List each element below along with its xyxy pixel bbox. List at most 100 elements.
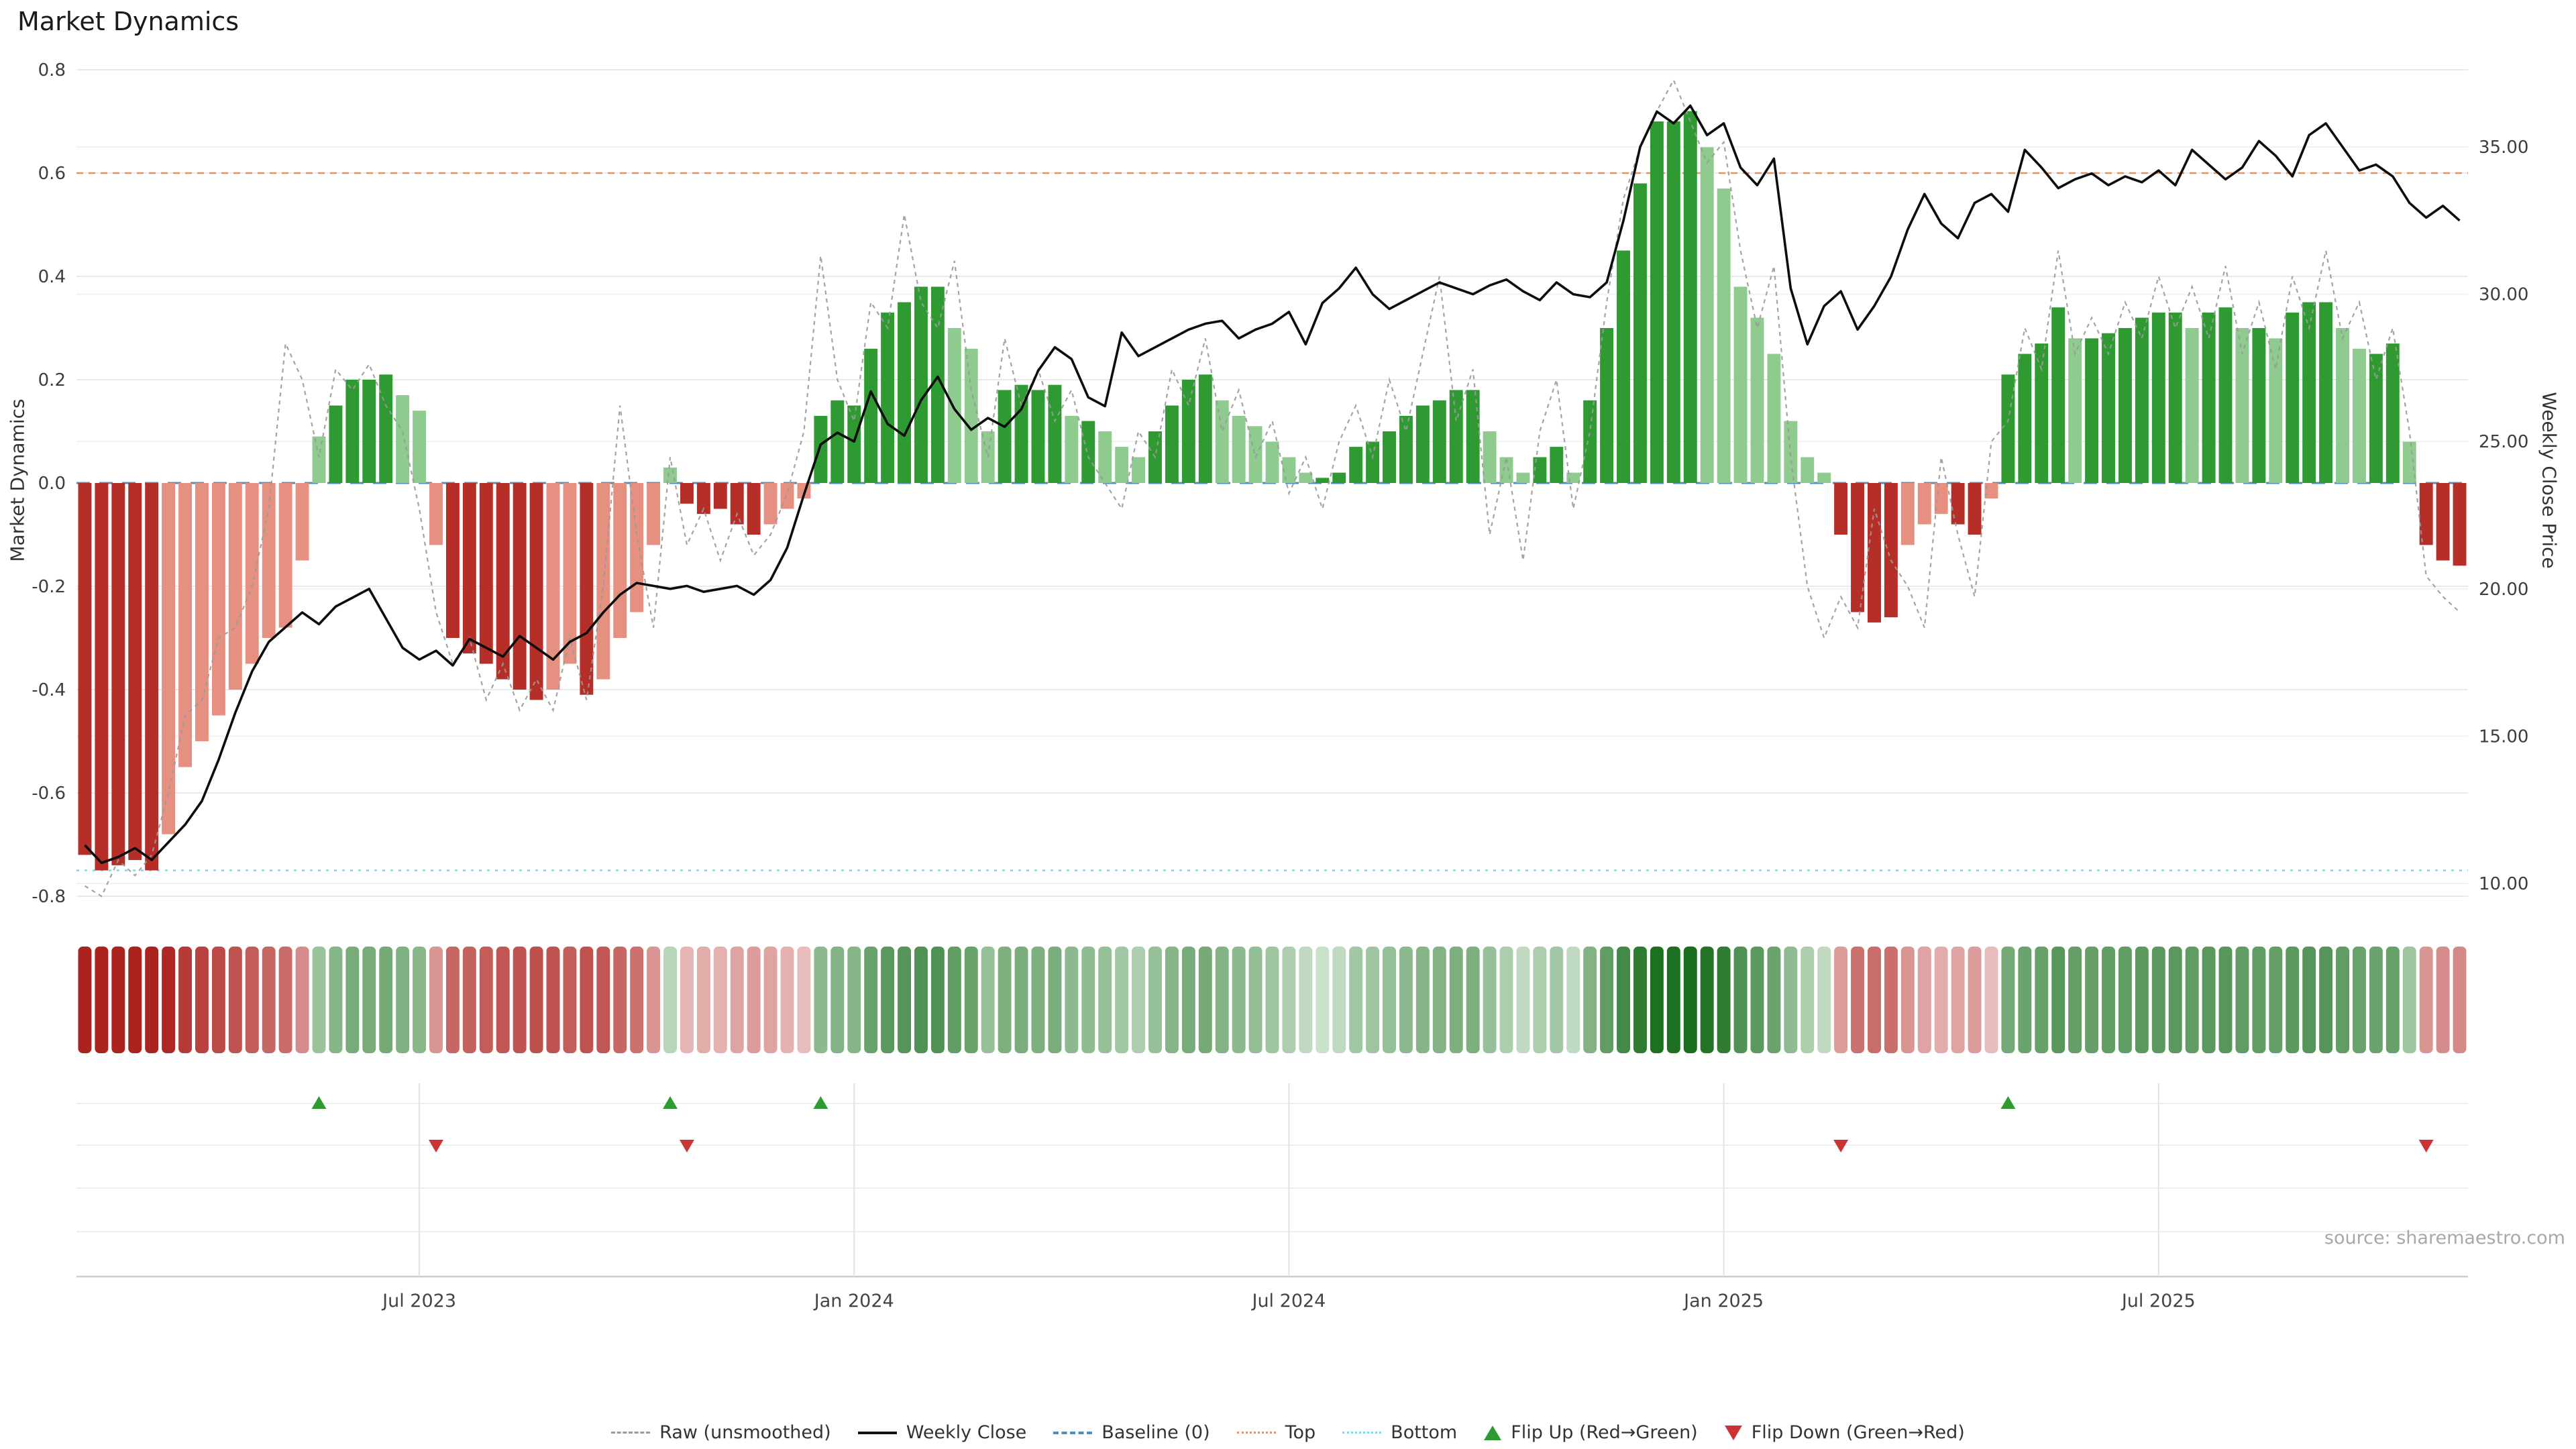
heatmap-cell xyxy=(1065,947,1079,1053)
dynamics-bar xyxy=(563,483,577,664)
dynamics-bar xyxy=(1801,457,1815,483)
heatmap-cell xyxy=(329,947,343,1053)
heatmap-cell xyxy=(914,947,928,1053)
dynamics-bar xyxy=(1550,447,1564,483)
dotted-line-icon xyxy=(1342,1432,1382,1434)
heatmap-cell xyxy=(1717,947,1731,1053)
dynamics-bar xyxy=(881,312,895,483)
dynamics-bar xyxy=(2286,312,2300,483)
heatmap-cell xyxy=(1566,947,1580,1053)
legend-label: Top xyxy=(1285,1422,1316,1443)
dynamics-bar xyxy=(1750,317,1764,483)
dynamics-bar xyxy=(345,380,360,483)
heatmap-cell xyxy=(1984,947,1998,1053)
legend-item-weekly-close: Weekly Close xyxy=(857,1422,1026,1443)
heatmap-cell xyxy=(1900,947,1915,1053)
heatmap-cell xyxy=(1181,947,1195,1053)
heatmap-cell xyxy=(647,947,661,1053)
dynamics-bar xyxy=(1617,250,1631,483)
dynamics-bar xyxy=(630,483,644,612)
legend-label: Baseline (0) xyxy=(1102,1422,1210,1443)
legend-item-top: Top xyxy=(1236,1422,1316,1443)
legend: Raw (unsmoothed) Weekly Close Baseline (… xyxy=(0,1422,2576,1443)
legend-item-bottom: Bottom xyxy=(1342,1422,1457,1443)
heatmap-strip xyxy=(78,947,2467,1053)
heatmap-cell xyxy=(111,947,125,1053)
dynamics-bar xyxy=(1014,384,1028,483)
dynamics-bar xyxy=(1332,472,1346,483)
dynamics-bar xyxy=(2018,354,2032,483)
dynamics-bar xyxy=(178,483,193,767)
heatmap-cell xyxy=(1917,947,1931,1053)
heatmap-cell xyxy=(1148,947,1162,1053)
heatmap-cell xyxy=(2218,947,2233,1053)
dynamics-bar xyxy=(2068,338,2082,483)
heatmap-cell xyxy=(1851,947,1865,1053)
dynamics-bar xyxy=(2319,302,2333,483)
dynamics-bar xyxy=(445,483,460,638)
heatmap-cell xyxy=(930,947,945,1053)
left-axis-tick: -0.4 xyxy=(32,680,66,700)
dynamics-bar xyxy=(1633,183,1647,483)
dynamics-bar xyxy=(680,483,694,504)
heatmap-cell xyxy=(814,947,828,1053)
heatmap-cell xyxy=(95,947,109,1053)
dynamics-bar xyxy=(245,483,259,664)
heatmap-cell xyxy=(2336,947,2349,1053)
dynamics-bar xyxy=(362,380,376,483)
right-axis-title: Weekly Close Price xyxy=(2538,392,2561,569)
x-axis-tick: Jul 2024 xyxy=(1250,1291,1326,1311)
right-axis-tick: 30.00 xyxy=(2479,285,2528,305)
dynamics-bar xyxy=(2118,328,2132,483)
triangle-down-icon xyxy=(1724,1425,1742,1440)
heatmap-cell xyxy=(1248,947,1263,1053)
dynamics-bar xyxy=(914,286,928,483)
dynamics-bar xyxy=(1733,286,1748,483)
dynamics-bar xyxy=(1065,415,1079,483)
heatmap-cell xyxy=(1834,947,1848,1053)
dynamics-bar xyxy=(278,483,292,628)
dynamics-bar xyxy=(1098,431,1112,483)
flip-up-marker xyxy=(2000,1096,2016,1109)
dynamics-bar xyxy=(95,483,109,871)
flip-down-marker xyxy=(1833,1140,1849,1152)
heatmap-cell xyxy=(1316,947,1330,1053)
heatmap-cell xyxy=(529,947,543,1053)
heatmap-cell xyxy=(1767,947,1781,1053)
dynamics-bar xyxy=(1984,483,1998,499)
heatmap-cell xyxy=(864,947,878,1053)
flip-up-marker xyxy=(311,1096,327,1109)
dynamics-bar xyxy=(1299,472,1313,483)
heatmap-cell xyxy=(145,947,159,1053)
dynamics-bar xyxy=(647,483,661,545)
dynamics-bar xyxy=(1717,189,1731,483)
dynamics-bar xyxy=(1834,483,1848,535)
dynamics-bar xyxy=(1483,431,1497,483)
dynamics-bar xyxy=(462,483,476,654)
weekly-close-line xyxy=(84,104,2461,865)
dynamics-bar xyxy=(1165,405,1179,483)
heatmap-cell xyxy=(1165,947,1179,1053)
heatmap-cell xyxy=(1533,947,1547,1053)
heatmap-cell xyxy=(1499,947,1513,1053)
dynamics-bar xyxy=(1316,478,1330,483)
heatmap-cell xyxy=(1115,947,1129,1053)
heatmap-cell xyxy=(2185,947,2199,1053)
dynamics-bar xyxy=(1884,483,1898,618)
dynamics-bar xyxy=(2453,483,2467,566)
heatmap-cell xyxy=(162,947,176,1053)
dynamics-bar xyxy=(1048,384,1062,483)
dynamics-bar xyxy=(479,483,493,664)
dynamics-bar xyxy=(730,483,744,525)
dynamics-bar xyxy=(2302,302,2316,483)
dynamics-bar xyxy=(2385,343,2400,483)
legend-item-flip-down: Flip Down (Green→Red) xyxy=(1724,1422,1965,1443)
legend-label: Bottom xyxy=(1391,1422,1458,1443)
heatmap-cell xyxy=(429,947,443,1053)
heatmap-cell xyxy=(2151,947,2165,1053)
heatmap-cell xyxy=(2001,947,2015,1053)
heatmap-cell xyxy=(1282,947,1296,1053)
heatmap-cell xyxy=(2286,947,2300,1053)
triangle-up-icon xyxy=(1484,1425,1502,1440)
